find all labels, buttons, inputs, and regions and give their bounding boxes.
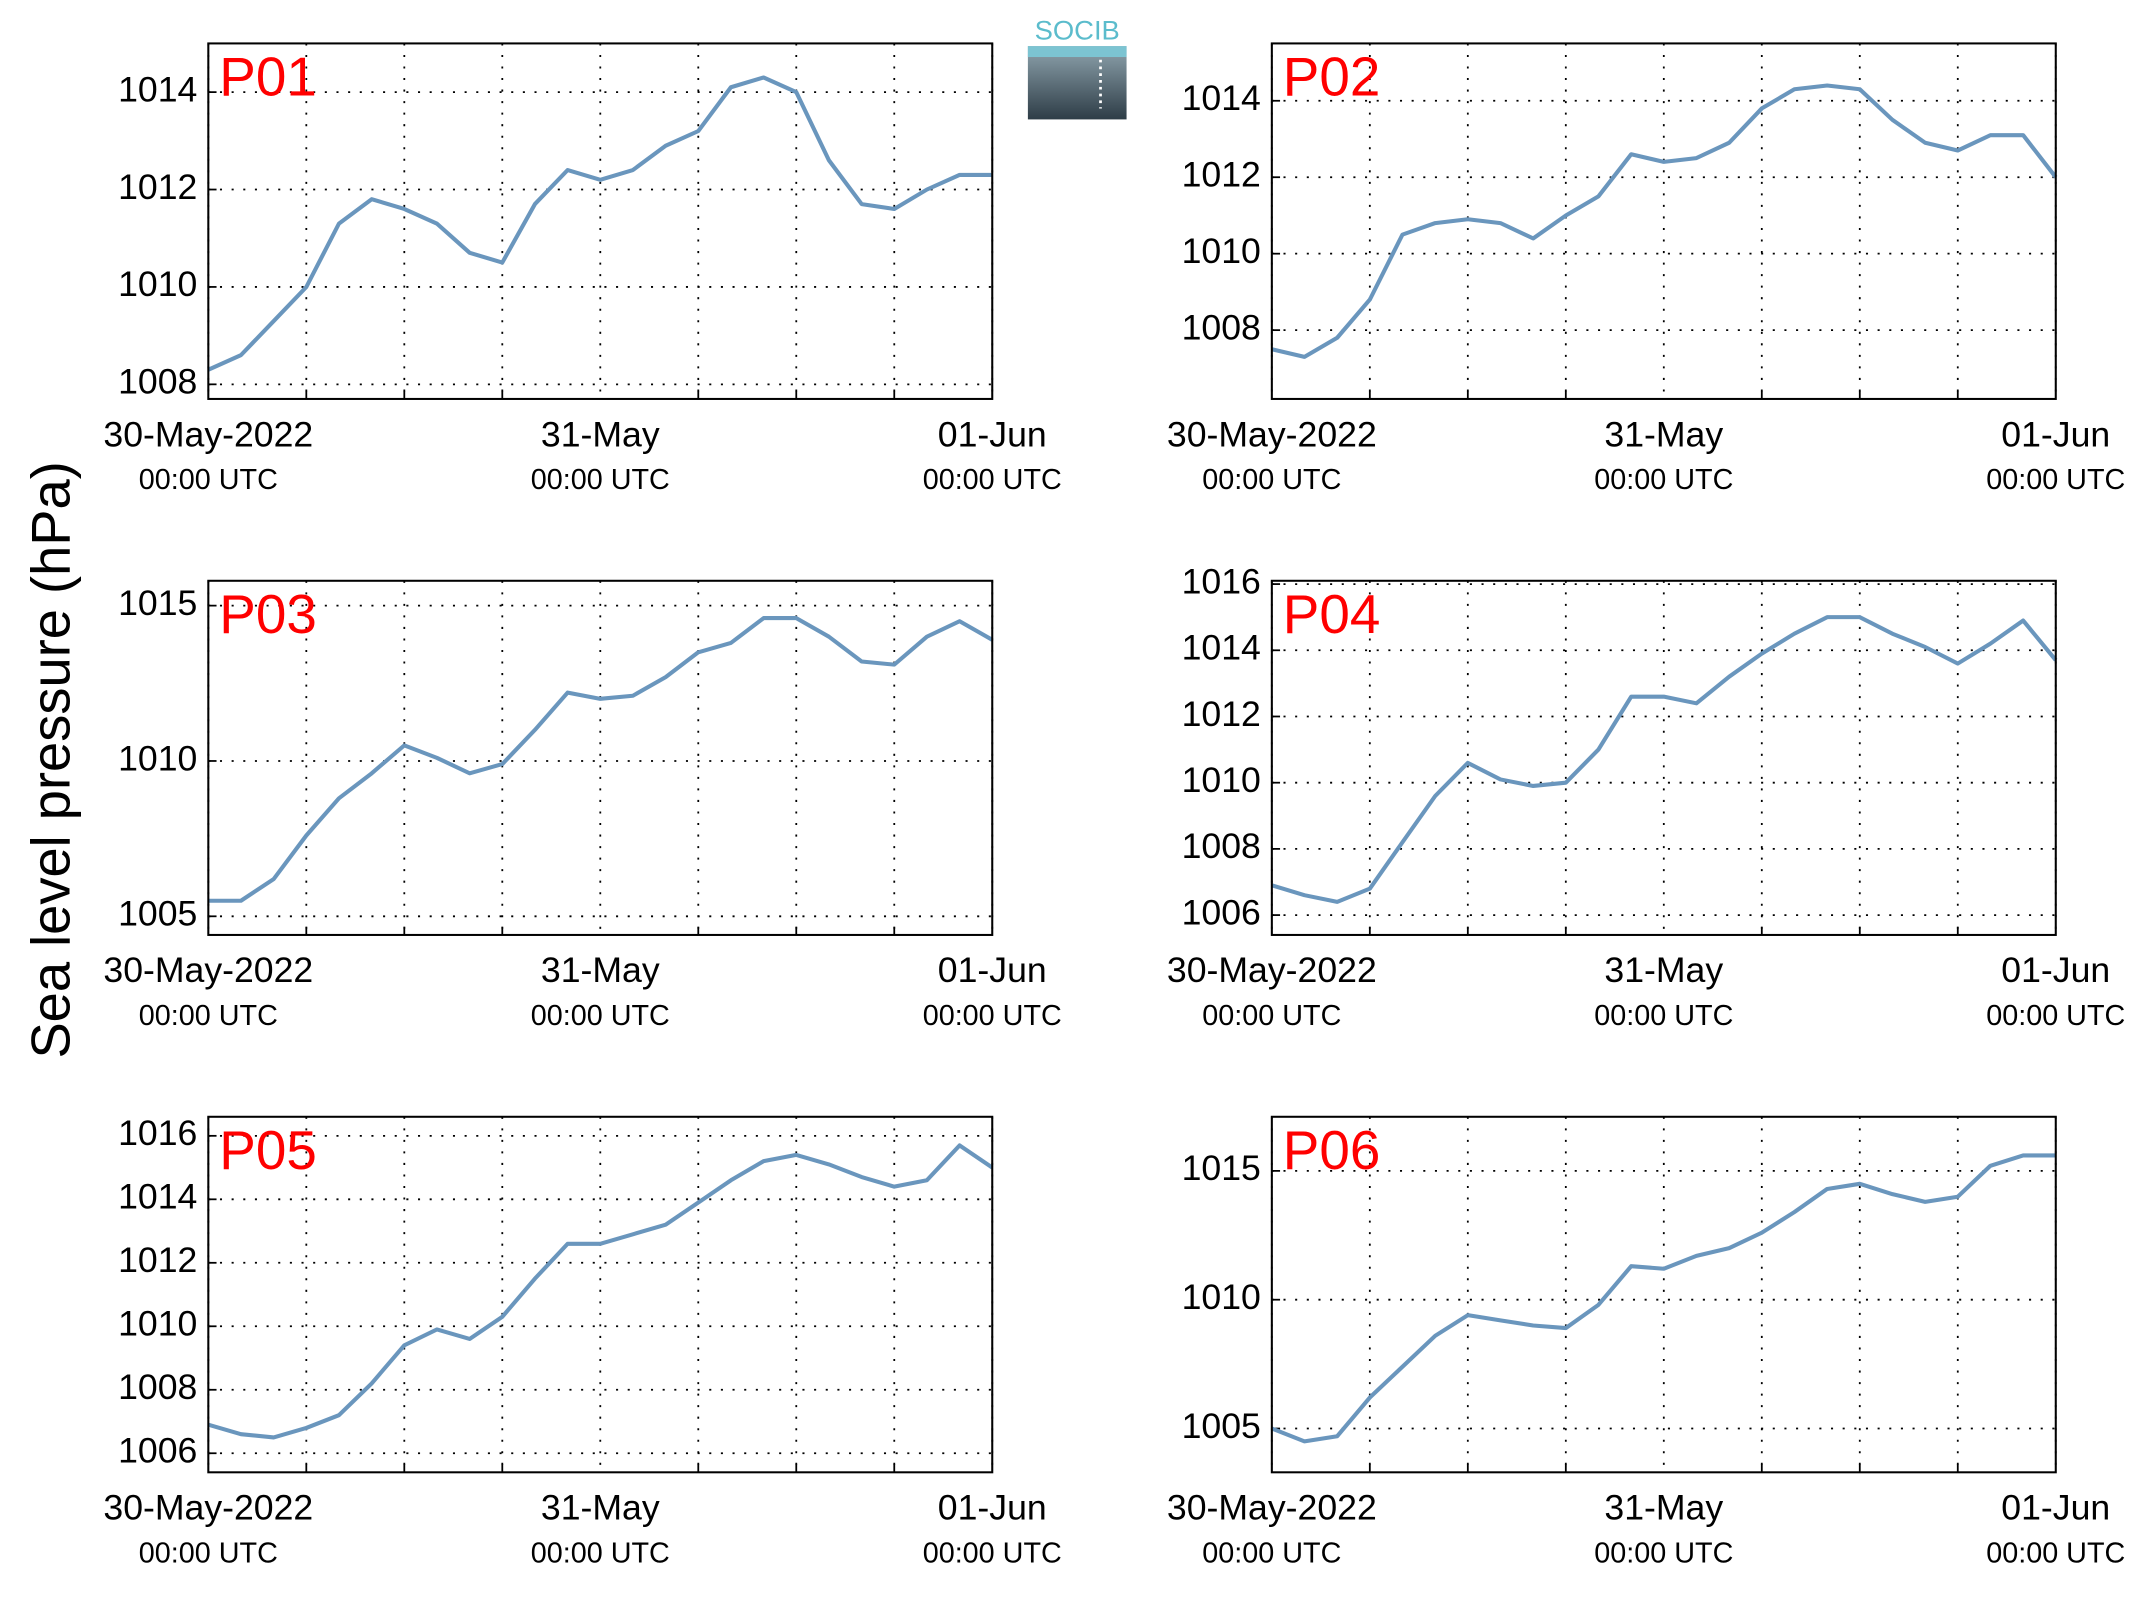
- y-tick-label: 1015: [1182, 1148, 1261, 1188]
- logo-wave: [1027, 46, 1127, 57]
- y-tick-label: 1012: [118, 167, 197, 207]
- y-tick-label: 1012: [1182, 694, 1261, 734]
- y-tick-label: 1010: [1182, 231, 1261, 271]
- y-tick-label: 1006: [118, 1431, 197, 1471]
- y-tick-label: 1008: [1182, 308, 1261, 348]
- logo-text: SOCIB: [1035, 15, 1120, 46]
- y-tick-label: 1010: [118, 738, 197, 778]
- y-tick-label: 1014: [118, 70, 197, 110]
- y-tick-label: 1012: [118, 1240, 197, 1280]
- y-tick-label: 1016: [118, 1113, 197, 1153]
- y-tick-label: 1014: [1182, 628, 1261, 668]
- panel-title: P02: [1283, 47, 1381, 108]
- x-tick-sublabel: 00:00 UTC: [1202, 1000, 1341, 1032]
- x-tick-label: 31-May: [1604, 1488, 1723, 1528]
- pressure-line: [1271, 615, 2058, 904]
- x-tick-label: 30-May-2022: [1167, 1488, 1377, 1528]
- x-tick-label: 31-May: [541, 414, 660, 454]
- y-axis-label: Sea level pressure (hPa): [20, 461, 81, 1058]
- y-tick-label: 1010: [1182, 760, 1261, 800]
- panel-title: P03: [219, 584, 317, 645]
- x-tick-label: 31-May: [541, 950, 660, 990]
- x-tick-label: 31-May: [1604, 950, 1723, 990]
- x-tick-label: 01-Jun: [2001, 414, 2110, 454]
- x-tick-sublabel: 00:00 UTC: [139, 464, 278, 496]
- axes-frame: [1270, 579, 2057, 936]
- y-tick-label: 1006: [1182, 893, 1261, 933]
- y-tick-label: 1016: [1182, 562, 1261, 602]
- axes-frame: [207, 579, 994, 936]
- x-tick-label: 30-May-2022: [103, 414, 313, 454]
- x-tick-sublabel: 00:00 UTC: [1594, 464, 1733, 496]
- x-tick-label: 30-May-2022: [103, 1488, 313, 1528]
- axes-frame: [1270, 42, 2057, 400]
- panel-title: P05: [219, 1120, 317, 1181]
- x-tick-label: 30-May-2022: [103, 950, 313, 990]
- x-tick-sublabel: 00:00 UTC: [531, 1538, 670, 1570]
- panel-title: P04: [1283, 584, 1381, 645]
- y-tick-label: 1005: [118, 894, 197, 934]
- x-tick-sublabel: 00:00 UTC: [139, 1538, 278, 1570]
- x-tick-sublabel: 00:00 UTC: [1594, 1000, 1733, 1032]
- axes-frame: [207, 42, 994, 400]
- x-tick-sublabel: 00:00 UTC: [1986, 1000, 2125, 1032]
- y-tick-label: 1005: [1182, 1406, 1261, 1446]
- y-tick-label: 1010: [1182, 1277, 1261, 1317]
- x-tick-sublabel: 00:00 UTC: [531, 1000, 670, 1032]
- y-tick-label: 1008: [118, 362, 197, 402]
- x-tick-sublabel: 00:00 UTC: [923, 464, 1062, 496]
- pressure-line: [207, 1143, 994, 1440]
- y-tick-label: 1014: [118, 1177, 197, 1217]
- x-tick-sublabel: 00:00 UTC: [531, 464, 670, 496]
- x-tick-sublabel: 00:00 UTC: [1986, 1538, 2125, 1570]
- x-tick-sublabel: 00:00 UTC: [923, 1538, 1062, 1570]
- panel-title: P01: [219, 47, 317, 108]
- y-tick-label: 1010: [118, 264, 197, 304]
- x-tick-sublabel: 00:00 UTC: [923, 1000, 1062, 1032]
- x-tick-label: 31-May: [541, 1488, 660, 1528]
- axes-frame: [207, 1115, 994, 1474]
- pressure-line: [1271, 1153, 2056, 1444]
- x-tick-label: 01-Jun: [938, 414, 1047, 454]
- x-tick-label: 30-May-2022: [1167, 414, 1377, 454]
- panel-title: P06: [1283, 1120, 1381, 1181]
- y-tick-label: 1015: [118, 583, 197, 623]
- y-tick-label: 1008: [118, 1367, 197, 1407]
- x-tick-label: 01-Jun: [938, 950, 1047, 990]
- x-tick-label: 01-Jun: [2001, 1488, 2110, 1528]
- pressure-line: [1271, 83, 2058, 359]
- logo-block: [1027, 46, 1127, 120]
- x-tick-sublabel: 00:00 UTC: [1594, 1538, 1733, 1570]
- x-tick-label: 31-May: [1604, 414, 1723, 454]
- x-tick-label: 30-May-2022: [1167, 950, 1377, 990]
- axes-frame: [1270, 1115, 2057, 1474]
- y-tick-label: 1008: [1182, 826, 1261, 866]
- pressure-line: [208, 616, 994, 903]
- y-tick-label: 1012: [1182, 155, 1261, 195]
- x-tick-sublabel: 00:00 UTC: [1202, 464, 1341, 496]
- y-tick-label: 1010: [118, 1304, 197, 1344]
- y-tick-label: 1014: [1182, 78, 1261, 118]
- x-tick-sublabel: 00:00 UTC: [1986, 464, 2125, 496]
- x-tick-sublabel: 00:00 UTC: [1202, 1538, 1341, 1570]
- x-tick-sublabel: 00:00 UTC: [139, 1000, 278, 1032]
- logo: SOCIB: [1027, 15, 1127, 120]
- pressure-line: [207, 75, 993, 372]
- x-tick-label: 01-Jun: [2001, 950, 2110, 990]
- x-tick-label: 01-Jun: [938, 1488, 1047, 1528]
